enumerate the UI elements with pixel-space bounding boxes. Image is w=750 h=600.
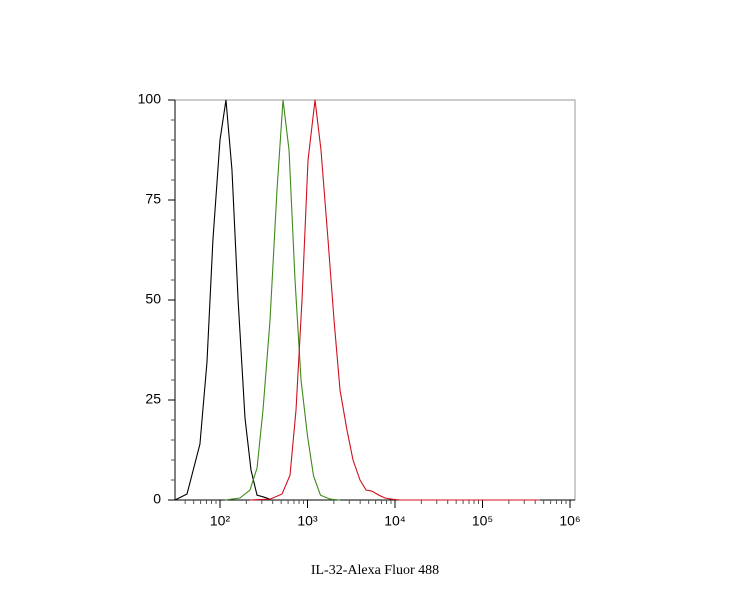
x-tick-label: 10⁵ — [472, 513, 493, 529]
x-axis-label: IL-32-Alexa Fluor 488 — [311, 563, 439, 578]
y-tick-label: 100 — [138, 91, 162, 107]
x-tick-label: 10⁴ — [384, 513, 406, 529]
y-tick-label: 75 — [145, 191, 161, 207]
x-tick-label: 10² — [210, 513, 231, 529]
histogram-line — [224, 99, 341, 501]
y-tick-label: 25 — [145, 391, 161, 407]
y-tick-label: 0 — [153, 491, 161, 507]
histogram-line — [174, 99, 271, 501]
x-tick-label: 10⁶ — [559, 513, 580, 529]
histogram-line — [249, 99, 541, 501]
x-tick-label: 10³ — [297, 513, 318, 529]
y-tick-label: 50 — [145, 291, 161, 307]
